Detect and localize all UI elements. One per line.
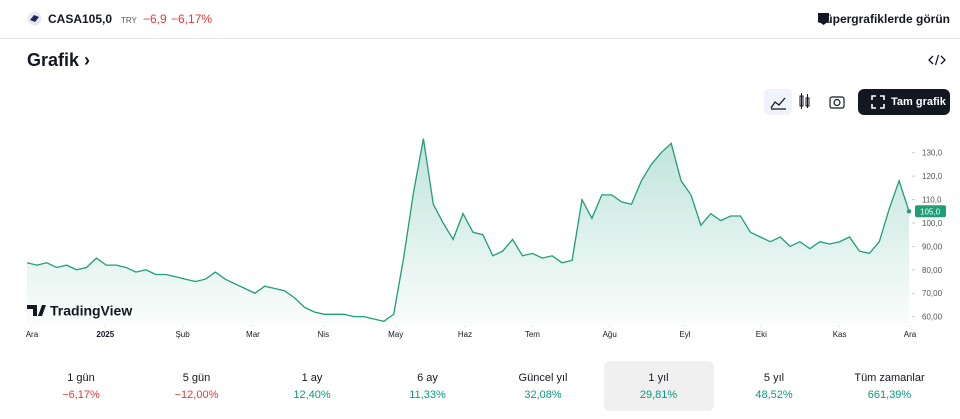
- price: 105,0: [82, 12, 113, 26]
- period-change: 32,08%: [524, 389, 562, 401]
- period-label: 6 ay: [417, 372, 438, 384]
- period-change: 661,39%: [867, 389, 912, 401]
- symbol-logo: [27, 11, 42, 26]
- y-tick-label: 70,00: [922, 289, 943, 298]
- x-tick-label: Eyl: [679, 330, 690, 339]
- period-label: Tüm zamanlar: [854, 372, 925, 384]
- snapshot-button[interactable]: [829, 96, 845, 109]
- x-tick-label: Ara: [26, 330, 39, 339]
- supercharts-link[interactable]: Süpergrafiklerde görün: [817, 12, 950, 26]
- period-option[interactable]: 5 gün −12,00%: [142, 361, 252, 411]
- last-price-label: 105,0: [920, 207, 941, 216]
- watermark-text: TradingView: [50, 303, 132, 319]
- fullscreen-icon: [871, 95, 885, 109]
- area-fill: [27, 138, 909, 326]
- area-chart-toggle[interactable]: [764, 89, 792, 115]
- period-change: 48,52%: [755, 389, 793, 401]
- y-tick-label: 100,0: [922, 219, 943, 228]
- currency: TRY: [121, 16, 137, 25]
- period-option[interactable]: Tüm zamanlar 661,39%: [835, 361, 945, 411]
- x-tick-label: Şub: [175, 330, 190, 339]
- period-label: 1 gün: [67, 372, 95, 384]
- period-selector: 1 gün −6,17% 5 gün −12,00% 1 ay 12,40% 6 ay 11,…: [27, 361, 951, 411]
- y-tick-label: 120,0: [922, 172, 943, 181]
- change: −6,9: [143, 12, 167, 26]
- period-label: 1 ay: [301, 372, 323, 384]
- chart: 60,00 70,00 80,00 90,00 100,0 110,0 120,0 130,0…: [26, 54, 946, 339]
- y-tick-label: 60,00: [922, 313, 943, 322]
- period-change: −6,17%: [62, 389, 100, 401]
- x-tick-label: Nis: [318, 330, 330, 339]
- period-option[interactable]: 5 yıl 48,52%: [719, 361, 829, 411]
- y-tick-label: 90,00: [922, 242, 943, 251]
- section-title-text: Grafik: [27, 50, 80, 70]
- full-chart-label: Tam grafik: [891, 96, 946, 108]
- supercharts-icon: [818, 13, 829, 25]
- y-tick-label: 110,0: [922, 196, 942, 205]
- x-tick-label: Ara: [904, 330, 917, 339]
- full-chart-button[interactable]: Tam grafik: [858, 89, 950, 115]
- embed-icon[interactable]: [928, 54, 946, 66]
- period-change: 12,40%: [293, 389, 331, 401]
- period-change: 11,33%: [409, 389, 446, 401]
- last-price-box: [915, 205, 946, 218]
- candle-toggle[interactable]: [799, 93, 810, 109]
- section-title[interactable]: Grafik ›: [27, 50, 91, 70]
- x-tick-label: Haz: [458, 330, 472, 339]
- x-tick-label: May: [388, 330, 403, 339]
- x-tick-label: 2025: [96, 330, 114, 339]
- period-label: 5 gün: [182, 372, 211, 384]
- period-option[interactable]: 6 ay 11,33%: [373, 361, 483, 411]
- period-label: 5 yıl: [763, 372, 785, 384]
- period-option[interactable]: 1 gün −6,17%: [26, 361, 136, 411]
- period-label: 1 yıl: [648, 372, 669, 384]
- symbol: CASA: [48, 12, 83, 26]
- change-percent: −6,17%: [171, 12, 213, 26]
- period-option[interactable]: 1 yıl 29,81%: [603, 361, 714, 411]
- period-change: 29,81%: [639, 389, 678, 401]
- x-tick-label: Eki: [756, 330, 767, 339]
- x-tick-label: Ağu: [603, 330, 617, 339]
- period-option[interactable]: Güncel yıl 32,08%: [488, 361, 598, 411]
- y-tick-label: 80,00: [922, 266, 943, 275]
- period-label: Güncel yıl: [518, 372, 568, 384]
- x-tick-label: Kas: [833, 330, 847, 339]
- top-bar: CASA 105,0 TRY −6,9 −6,17% Süpergrafikle…: [0, 0, 960, 39]
- area-icon: [770, 97, 786, 110]
- price-line: [26, 138, 910, 322]
- x-tick-label: Mar: [246, 330, 260, 339]
- x-tick-label: Tem: [525, 330, 540, 339]
- watermark: TradingView: [27, 303, 132, 319]
- period-option[interactable]: 1 ay 12,40%: [257, 361, 367, 411]
- last-point: [906, 209, 912, 214]
- period-change: −12,00%: [174, 389, 219, 401]
- y-tick-label: 130,0: [922, 149, 943, 158]
